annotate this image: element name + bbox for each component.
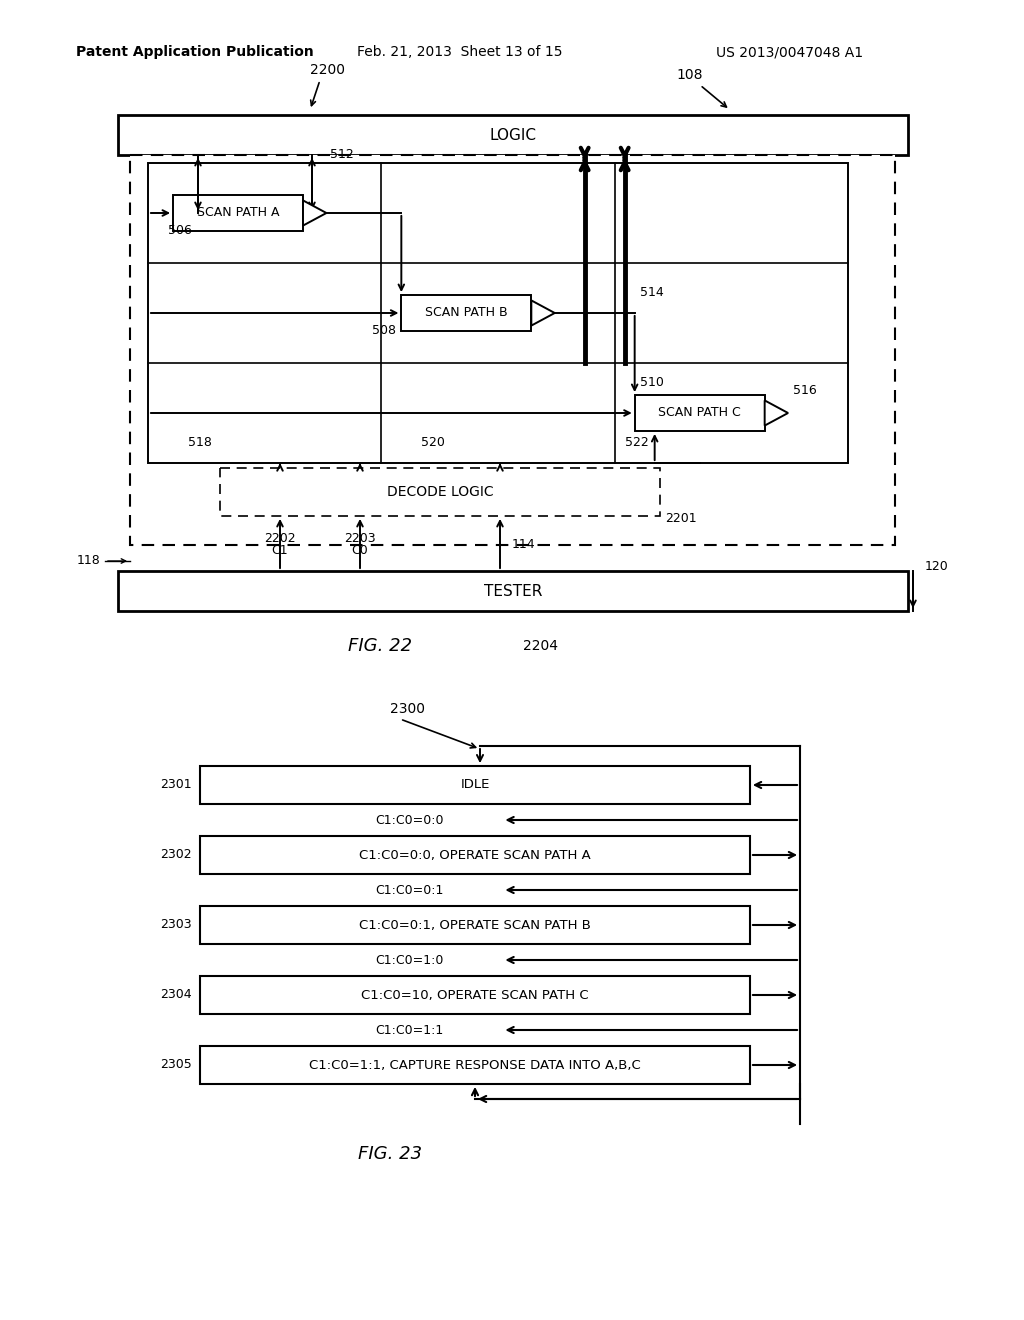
Text: 2303: 2303	[161, 919, 193, 932]
Bar	[148, 162, 848, 463]
Text: 508: 508	[373, 325, 396, 338]
Bar	[200, 1045, 750, 1084]
Text: 118: 118	[76, 554, 100, 568]
Text: C1:C0=0:0: C1:C0=0:0	[375, 813, 443, 826]
Text: 506: 506	[168, 224, 191, 238]
Text: C0: C0	[351, 544, 369, 557]
Text: 2305: 2305	[160, 1059, 193, 1072]
Text: SCAN PATH A: SCAN PATH A	[197, 206, 280, 219]
Text: IDLE: IDLE	[461, 779, 489, 792]
Text: 2300: 2300	[390, 702, 425, 715]
Bar	[173, 195, 303, 231]
Bar	[130, 154, 895, 545]
Text: US 2013/0047048 A1: US 2013/0047048 A1	[717, 45, 863, 59]
Text: 514: 514	[640, 286, 664, 300]
Bar	[118, 115, 908, 154]
Bar	[200, 975, 750, 1014]
Text: DECODE LOGIC: DECODE LOGIC	[387, 484, 494, 499]
Text: 120: 120	[925, 560, 949, 573]
Bar	[200, 766, 750, 804]
Text: 510: 510	[640, 376, 664, 389]
Bar	[220, 469, 660, 516]
Text: 114: 114	[512, 539, 536, 552]
Polygon shape	[531, 301, 555, 326]
Polygon shape	[765, 400, 788, 425]
Text: SCAN PATH C: SCAN PATH C	[658, 407, 741, 420]
Text: C1:C0=1:1, CAPTURE RESPONSE DATA INTO A,B,C: C1:C0=1:1, CAPTURE RESPONSE DATA INTO A,…	[309, 1059, 641, 1072]
Text: LOGIC: LOGIC	[489, 128, 537, 143]
Text: 2200: 2200	[310, 63, 345, 77]
Text: 2203: 2203	[344, 532, 376, 544]
Text: C1:C0=0:0, OPERATE SCAN PATH A: C1:C0=0:0, OPERATE SCAN PATH A	[359, 849, 591, 862]
Text: C1:C0=1:1: C1:C0=1:1	[375, 1023, 443, 1036]
Text: 512: 512	[330, 149, 353, 161]
Text: 522: 522	[625, 437, 648, 450]
Text: C1: C1	[271, 544, 289, 557]
Text: Feb. 21, 2013  Sheet 13 of 15: Feb. 21, 2013 Sheet 13 of 15	[357, 45, 563, 59]
Bar	[401, 294, 531, 331]
Text: 2201: 2201	[665, 511, 696, 524]
Text: 516: 516	[793, 384, 817, 397]
Text: 2302: 2302	[161, 849, 193, 862]
Text: C1:C0=10, OPERATE SCAN PATH C: C1:C0=10, OPERATE SCAN PATH C	[361, 989, 589, 1002]
Bar	[200, 906, 750, 944]
Text: 520: 520	[421, 437, 445, 450]
Bar	[118, 572, 908, 611]
Text: C1:C0=0:1: C1:C0=0:1	[375, 883, 443, 896]
Text: SCAN PATH B: SCAN PATH B	[425, 306, 508, 319]
Text: 2304: 2304	[161, 989, 193, 1002]
Bar	[200, 836, 750, 874]
Text: 2204: 2204	[522, 639, 557, 653]
Text: 108: 108	[677, 69, 703, 82]
Text: 2202: 2202	[264, 532, 296, 544]
Text: FIG. 22: FIG. 22	[348, 638, 412, 655]
Text: FIG. 23: FIG. 23	[358, 1144, 422, 1163]
Text: C1:C0=0:1, OPERATE SCAN PATH B: C1:C0=0:1, OPERATE SCAN PATH B	[359, 919, 591, 932]
Text: TESTER: TESTER	[483, 583, 542, 598]
Text: 2301: 2301	[161, 779, 193, 792]
Text: C1:C0=1:0: C1:C0=1:0	[375, 953, 443, 966]
Text: 518: 518	[188, 437, 212, 450]
Bar	[635, 395, 765, 432]
Polygon shape	[303, 201, 327, 226]
Text: Patent Application Publication: Patent Application Publication	[76, 45, 314, 59]
